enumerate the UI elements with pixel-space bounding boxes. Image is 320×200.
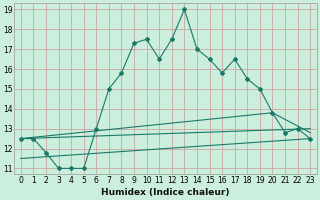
X-axis label: Humidex (Indice chaleur): Humidex (Indice chaleur) [101, 188, 230, 197]
